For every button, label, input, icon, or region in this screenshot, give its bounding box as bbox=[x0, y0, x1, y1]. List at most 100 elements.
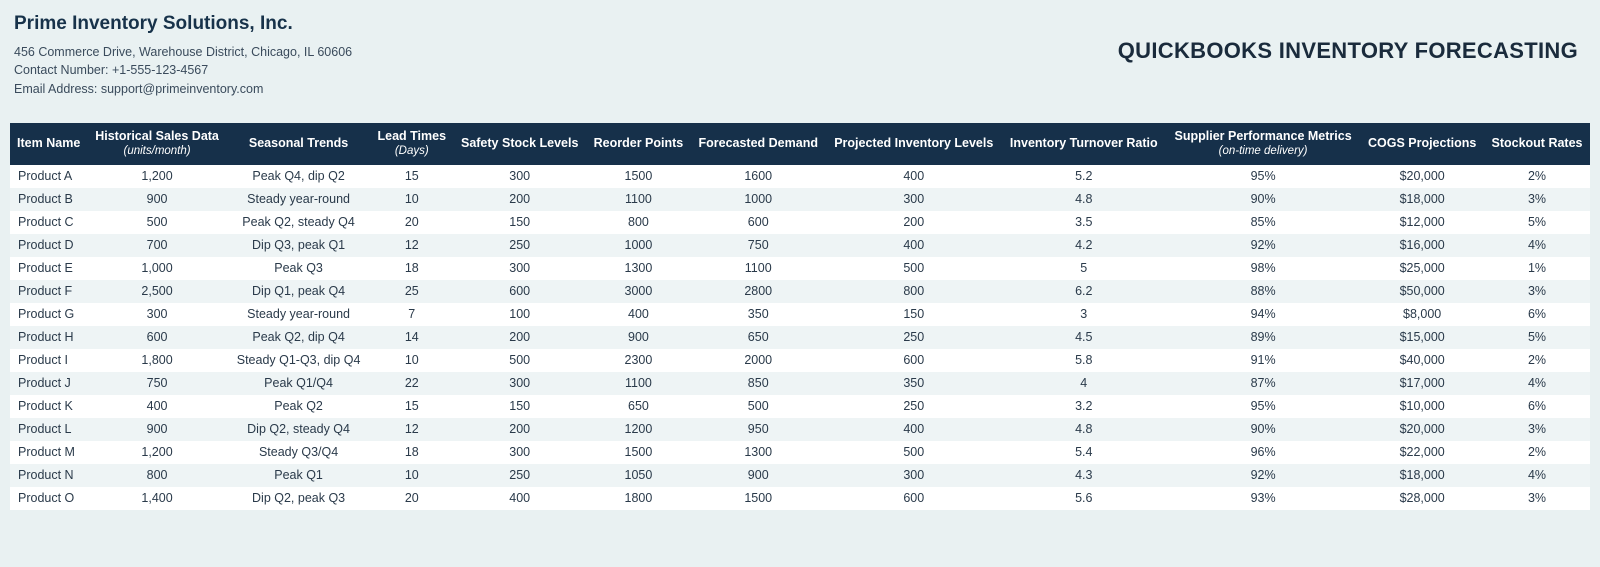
data-cell: 5.6 bbox=[1002, 487, 1166, 510]
data-cell: 2% bbox=[1484, 441, 1590, 464]
item-name-cell: Product K bbox=[10, 395, 87, 418]
data-cell: 300 bbox=[826, 188, 1002, 211]
data-cell: 4.3 bbox=[1002, 464, 1166, 487]
data-cell: 15 bbox=[370, 395, 453, 418]
item-name-cell: Product D bbox=[10, 234, 87, 257]
data-cell: 14 bbox=[370, 326, 453, 349]
data-cell: 5.8 bbox=[1002, 349, 1166, 372]
item-name-cell: Product O bbox=[10, 487, 87, 510]
inventory-table: Item Name Historical Sales Data(units/mon… bbox=[10, 123, 1590, 510]
data-cell: 22 bbox=[370, 372, 453, 395]
data-cell: 300 bbox=[453, 165, 586, 188]
data-cell: 4% bbox=[1484, 234, 1590, 257]
data-cell: 600 bbox=[826, 349, 1002, 372]
table-row: Product L900Dip Q2, steady Q412200120095… bbox=[10, 418, 1590, 441]
data-cell: 6% bbox=[1484, 395, 1590, 418]
data-cell: 10 bbox=[370, 464, 453, 487]
page-header: Prime Inventory Solutions, Inc. 456 Comm… bbox=[0, 0, 1600, 123]
data-cell: $15,000 bbox=[1360, 326, 1484, 349]
data-cell: 1050 bbox=[586, 464, 690, 487]
data-cell: 400 bbox=[453, 487, 586, 510]
data-cell: 3.2 bbox=[1002, 395, 1166, 418]
data-cell: 100 bbox=[453, 303, 586, 326]
column-header: Lead Times(Days) bbox=[370, 123, 453, 165]
item-name-cell: Product N bbox=[10, 464, 87, 487]
data-cell: 600 bbox=[826, 487, 1002, 510]
data-cell: 800 bbox=[87, 464, 226, 487]
data-cell: 5% bbox=[1484, 326, 1590, 349]
item-name-cell: Product B bbox=[10, 188, 87, 211]
data-cell: Peak Q2 bbox=[227, 395, 371, 418]
data-cell: 400 bbox=[826, 418, 1002, 441]
data-cell: 800 bbox=[586, 211, 690, 234]
data-cell: 1500 bbox=[691, 487, 826, 510]
column-header-label: Safety Stock Levels bbox=[461, 136, 578, 150]
table-body: Product A1,200Peak Q4, dip Q215300150016… bbox=[10, 165, 1590, 510]
table-row: Product N800Peak Q11025010509003004.392%… bbox=[10, 464, 1590, 487]
table-row: Product B900Steady year-round10200110010… bbox=[10, 188, 1590, 211]
data-cell: 96% bbox=[1166, 441, 1360, 464]
data-cell: 1800 bbox=[586, 487, 690, 510]
data-cell: 4.8 bbox=[1002, 188, 1166, 211]
item-name-cell: Product G bbox=[10, 303, 87, 326]
table-row: Product O1,400Dip Q2, peak Q320400180015… bbox=[10, 487, 1590, 510]
data-cell: 200 bbox=[453, 188, 586, 211]
data-cell: 1600 bbox=[691, 165, 826, 188]
column-header-sub: (units/month) bbox=[93, 144, 220, 158]
data-cell: 400 bbox=[826, 234, 1002, 257]
data-cell: $40,000 bbox=[1360, 349, 1484, 372]
data-cell: 250 bbox=[826, 326, 1002, 349]
data-cell: Peak Q3 bbox=[227, 257, 371, 280]
item-name-cell: Product J bbox=[10, 372, 87, 395]
column-header-label: Seasonal Trends bbox=[249, 136, 348, 150]
data-cell: 3 bbox=[1002, 303, 1166, 326]
data-cell: Peak Q4, dip Q2 bbox=[227, 165, 371, 188]
column-header-sub: (on-time delivery) bbox=[1172, 144, 1354, 158]
company-block: Prime Inventory Solutions, Inc. 456 Comm… bbox=[14, 10, 352, 99]
data-cell: 3000 bbox=[586, 280, 690, 303]
data-cell: 1100 bbox=[586, 188, 690, 211]
item-name-cell: Product A bbox=[10, 165, 87, 188]
data-cell: 500 bbox=[826, 257, 1002, 280]
data-cell: 10 bbox=[370, 188, 453, 211]
data-cell: 300 bbox=[826, 464, 1002, 487]
data-cell: 300 bbox=[453, 441, 586, 464]
data-cell: 3% bbox=[1484, 188, 1590, 211]
data-cell: $20,000 bbox=[1360, 165, 1484, 188]
data-cell: Steady Q3/Q4 bbox=[227, 441, 371, 464]
column-header: Item Name bbox=[10, 123, 87, 165]
column-header-label: Forecasted Demand bbox=[698, 136, 817, 150]
data-cell: 90% bbox=[1166, 188, 1360, 211]
data-cell: 650 bbox=[586, 395, 690, 418]
column-header: Projected Inventory Levels bbox=[826, 123, 1002, 165]
table-row: Product I1,800Steady Q1-Q3, dip Q4105002… bbox=[10, 349, 1590, 372]
data-cell: Peak Q2, dip Q4 bbox=[227, 326, 371, 349]
data-cell: 2000 bbox=[691, 349, 826, 372]
column-header-label: Historical Sales Data bbox=[95, 129, 219, 143]
data-cell: 1200 bbox=[586, 418, 690, 441]
data-cell: 4.2 bbox=[1002, 234, 1166, 257]
company-name: Prime Inventory Solutions, Inc. bbox=[14, 10, 352, 39]
data-cell: 12 bbox=[370, 234, 453, 257]
data-cell: $50,000 bbox=[1360, 280, 1484, 303]
data-cell: Peak Q2, steady Q4 bbox=[227, 211, 371, 234]
data-cell: 5.4 bbox=[1002, 441, 1166, 464]
data-cell: 98% bbox=[1166, 257, 1360, 280]
column-header-label: Lead Times bbox=[378, 129, 447, 143]
data-cell: Steady year-round bbox=[227, 188, 371, 211]
data-cell: 1300 bbox=[691, 441, 826, 464]
data-cell: $22,000 bbox=[1360, 441, 1484, 464]
column-header-label: Supplier Performance Metrics bbox=[1175, 129, 1352, 143]
data-cell: 1,200 bbox=[87, 165, 226, 188]
data-cell: 2300 bbox=[586, 349, 690, 372]
data-cell: 1000 bbox=[586, 234, 690, 257]
data-cell: 89% bbox=[1166, 326, 1360, 349]
data-cell: 2% bbox=[1484, 165, 1590, 188]
data-cell: 20 bbox=[370, 487, 453, 510]
data-cell: 3.5 bbox=[1002, 211, 1166, 234]
data-cell: 350 bbox=[826, 372, 1002, 395]
data-cell: 900 bbox=[87, 188, 226, 211]
column-header-label: Inventory Turnover Ratio bbox=[1010, 136, 1158, 150]
data-cell: 800 bbox=[826, 280, 1002, 303]
data-cell: 150 bbox=[453, 211, 586, 234]
